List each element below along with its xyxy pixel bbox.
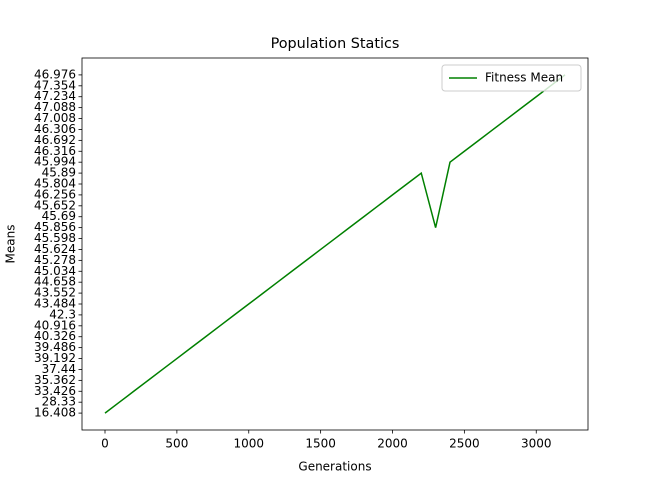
y-tick-label: 45.89 <box>42 166 76 180</box>
y-tick-label: 42.3 <box>49 307 76 321</box>
y-tick-label: 45.624 <box>34 242 76 256</box>
y-tick-label: 46.976 <box>34 67 76 81</box>
x-tick-label: 500 <box>165 437 188 451</box>
x-tick-label: 2500 <box>449 437 480 451</box>
y-tick-label: 47.354 <box>34 78 76 92</box>
y-tick-label: 45.994 <box>34 155 76 169</box>
x-tick-label: 3000 <box>521 437 552 451</box>
y-tick-label: 47.234 <box>34 89 76 103</box>
y-tick-label: 28.33 <box>42 395 76 409</box>
y-tick-label: 39.486 <box>34 340 76 354</box>
y-tick-label: 16.408 <box>34 406 76 420</box>
y-tick-label: 37.44 <box>42 362 76 376</box>
axes-frame <box>81 57 589 431</box>
x-axis-label: Generations <box>298 460 371 474</box>
x-tick-label: 1000 <box>233 437 264 451</box>
y-tick-label: 46.256 <box>34 187 76 201</box>
y-tick-label: 47.008 <box>34 111 76 125</box>
y-tick-label: 45.804 <box>34 177 76 191</box>
y-tick-label: 45.278 <box>34 253 76 267</box>
y-tick-label: 35.362 <box>34 373 76 387</box>
y-tick-label: 47.088 <box>34 100 76 114</box>
x-tick-label: 1500 <box>305 437 336 451</box>
y-tick-label: 45.652 <box>34 198 76 212</box>
y-tick-label: 45.856 <box>34 220 76 234</box>
legend-box <box>441 64 582 92</box>
x-tick-label: 0 <box>101 437 109 451</box>
y-tick-label: 46.316 <box>34 144 76 158</box>
y-tick-label: 44.658 <box>34 275 76 289</box>
y-tick-label: 40.326 <box>34 329 76 343</box>
y-tick-label: 40.916 <box>34 318 76 332</box>
y-tick-label: 46.306 <box>34 122 76 136</box>
x-tick-label: 2000 <box>377 437 408 451</box>
legend-label: Fitness Mean <box>485 71 563 85</box>
y-tick-label: 33.426 <box>34 384 76 398</box>
y-tick-label: 45.034 <box>34 264 76 278</box>
y-tick-label: 43.552 <box>34 286 76 300</box>
y-tick-label: 45.598 <box>34 231 76 245</box>
data-line <box>104 74 566 414</box>
y-tick-label: 43.484 <box>34 297 76 311</box>
chart-title: Population Statics <box>271 36 400 52</box>
y-tick-label: 39.192 <box>34 351 76 365</box>
y-tick-label: 45.69 <box>42 209 76 223</box>
y-tick-label: 46.692 <box>34 133 76 147</box>
y-axis-label: Means <box>4 225 18 264</box>
